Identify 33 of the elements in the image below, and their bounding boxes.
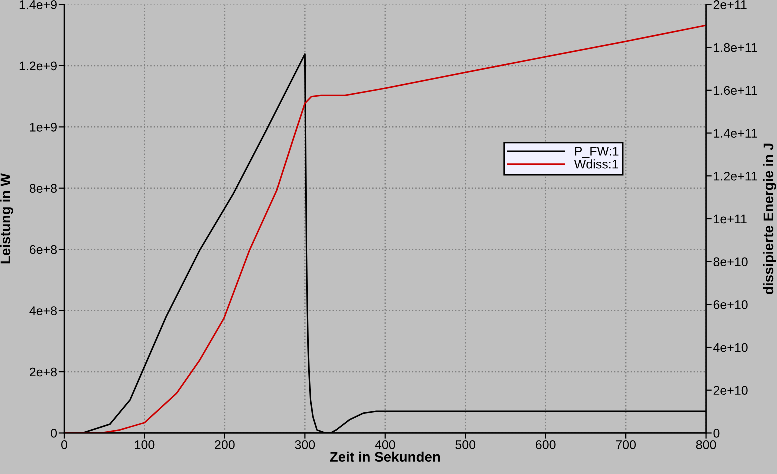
y2-axis-title: dissipierte Energie in J xyxy=(763,144,776,294)
y-tick-label: 8e+8 xyxy=(30,184,58,194)
y2-tick-label: 1.2e+11 xyxy=(714,172,758,181)
y-tick-label: 1e+9 xyxy=(30,122,57,132)
y2-tick-label: 4e+10 xyxy=(714,343,748,352)
legend-label: Wdiss:1 xyxy=(574,160,618,169)
y-tick-label: 2e+8 xyxy=(30,368,58,377)
y2-tick-label: 8e+10 xyxy=(714,258,748,266)
y-tick-label: 1.4e+9 xyxy=(20,0,57,10)
y2-tick-label: 6e+10 xyxy=(714,300,748,310)
y2-tick-label: 2e+10 xyxy=(714,386,748,396)
x-tick-label: 200 xyxy=(215,440,235,450)
x-tick-label: 100 xyxy=(135,440,155,450)
y2-tick-label: 0 xyxy=(714,429,720,438)
x-tick-label: 400 xyxy=(375,440,396,450)
y-tick-label: 4e+8 xyxy=(30,306,58,316)
y-axis-title: Leistung in W xyxy=(0,173,14,264)
x-tick-label: 700 xyxy=(616,440,636,450)
x-axis-title: Zeit in Sekunden xyxy=(330,452,440,462)
y2-tick-label: 2e+11 xyxy=(714,0,747,10)
legend-label: P_FW:1 xyxy=(575,147,619,158)
y2-tick-label: 1.4e+11 xyxy=(714,129,758,138)
x-tick-label: 0 xyxy=(62,440,68,450)
x-tick-label: 300 xyxy=(295,440,316,450)
y-tick-label: 1.2e+9 xyxy=(20,62,57,71)
x-tick-label: 800 xyxy=(696,440,716,450)
y-tick-label: 6e+8 xyxy=(30,245,58,254)
x-tick-label: 500 xyxy=(456,440,476,450)
y2-tick-label: 1e+11 xyxy=(714,214,747,224)
y-tick-label: 0 xyxy=(51,429,58,438)
x-tick-label: 600 xyxy=(536,440,556,450)
y2-tick-label: 1.6e+11 xyxy=(714,86,758,96)
y2-tick-label: 1.8e+11 xyxy=(714,43,758,52)
